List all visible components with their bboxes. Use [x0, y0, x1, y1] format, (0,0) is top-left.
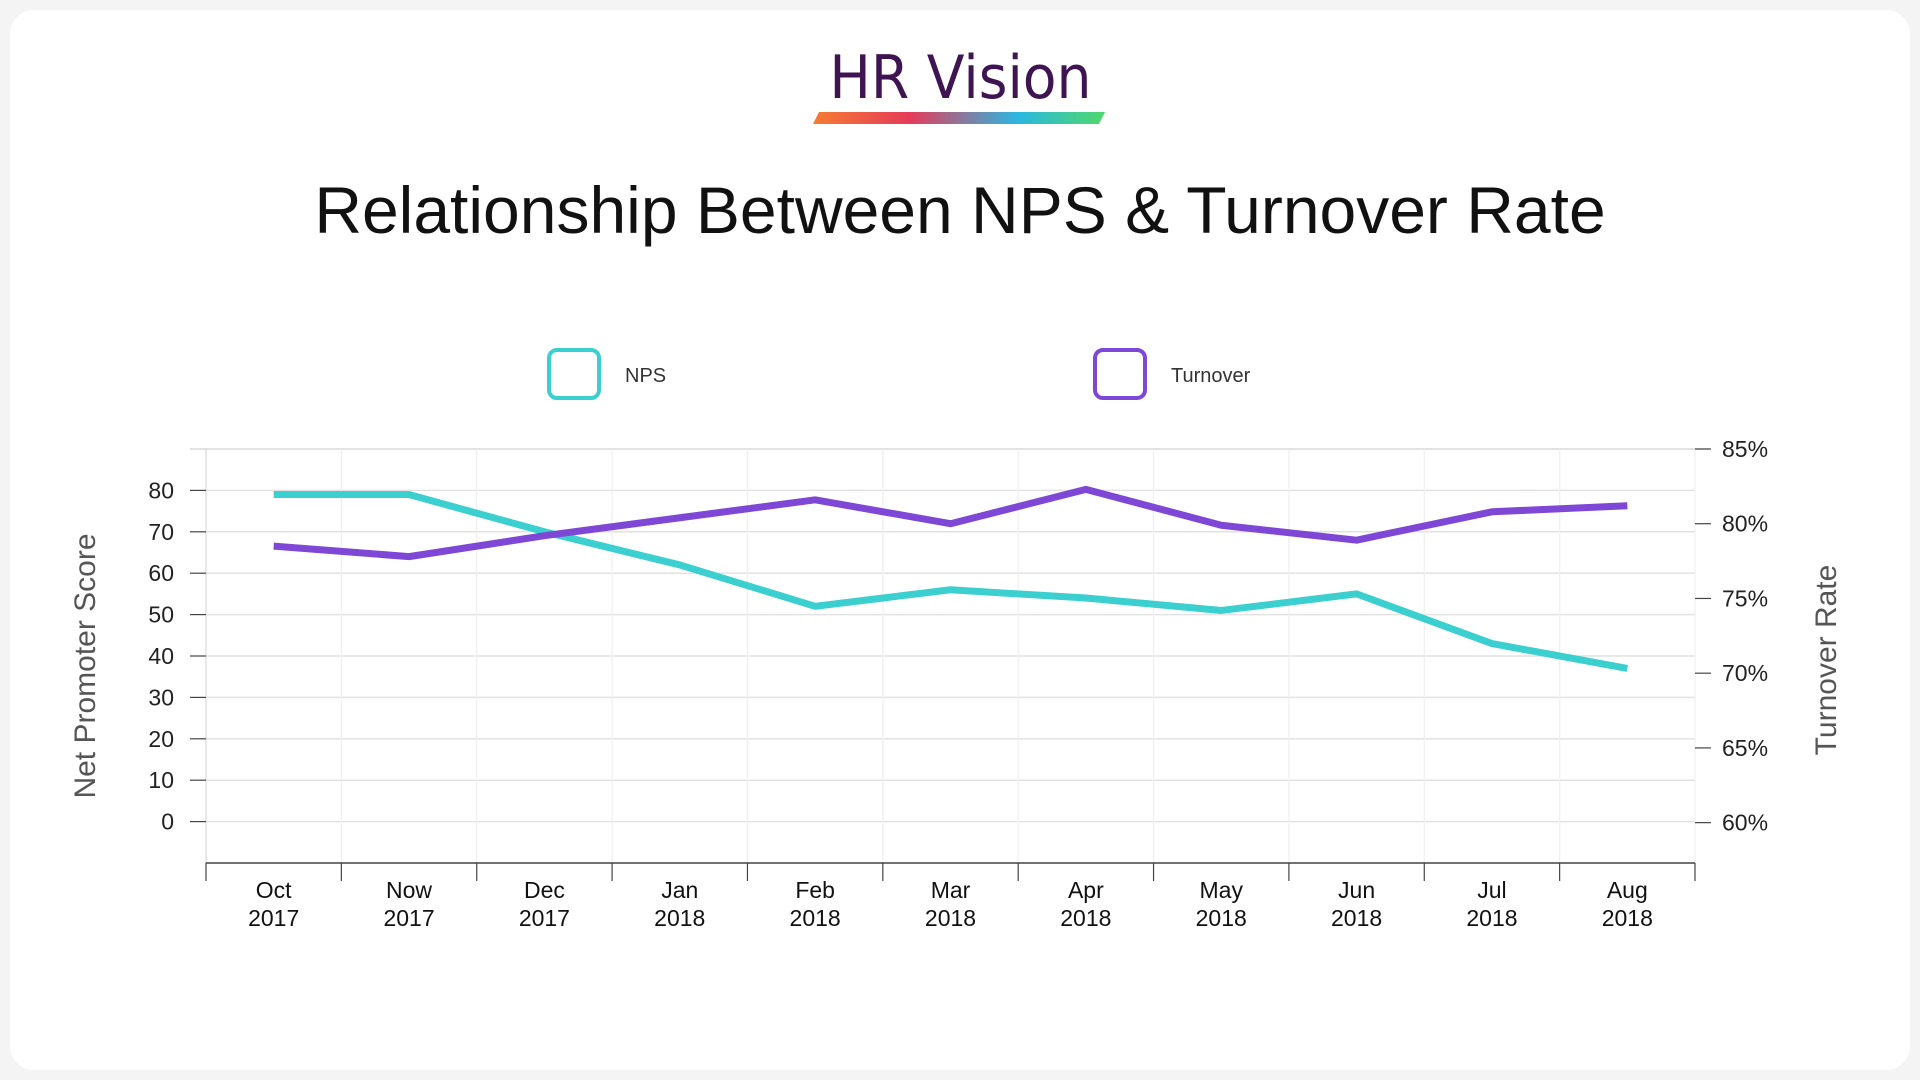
y-left-tick-label: 70 [148, 519, 174, 545]
x-tick-label: Feb 2018 [790, 877, 841, 931]
legend-label-nps: NPS [625, 365, 666, 387]
chart-title: Relationship Between NPS & Turnover Rate [314, 173, 1606, 247]
y-left-tick-label: 50 [148, 602, 174, 628]
brand-underline [813, 112, 1105, 124]
x-tick-label: Aug 2018 [1602, 877, 1653, 931]
legend: NPS Turnover [547, 348, 1251, 400]
x-tick-label: Apr 2018 [1060, 877, 1111, 931]
x-tick-label: Jul 2018 [1466, 877, 1517, 931]
x-tick-label: Now 2017 [383, 877, 434, 931]
y-right-tick-label: 80% [1722, 511, 1768, 537]
card-background [10, 10, 1910, 1070]
x-tick-label: Dec 2017 [519, 877, 570, 931]
legend-swatch-nps [547, 348, 601, 400]
brand-logo: HR Vision [0, 42, 1920, 114]
x-tick-label: Jan 2018 [654, 877, 705, 931]
legend-label-turnover: Turnover [1171, 365, 1251, 387]
y-left-tick-label: 30 [148, 684, 174, 710]
y-axis-left-title: Net Promoter Score [69, 533, 102, 798]
y-right-tick-label: 65% [1722, 735, 1768, 761]
legend-swatch-turnover [1093, 348, 1147, 400]
y-right-tick-label: 60% [1722, 810, 1768, 836]
grid [190, 448, 1711, 863]
y-left-tick-label: 10 [148, 767, 174, 793]
y-right-tick-label: 85% [1722, 436, 1768, 462]
series [273, 485, 1628, 672]
y-left-tick-label: 60 [148, 560, 174, 586]
x-tick-label: Jun 2018 [1331, 877, 1382, 931]
x-tick-label: Mar 2018 [925, 877, 976, 931]
y-left-tick-label: 20 [148, 726, 174, 752]
axes: 0 10 20 30 40 50 60 70 80 60% 65% 70% 75% 80% 85% Oct 20… [148, 436, 1768, 931]
y-left-tick-label: 40 [148, 643, 174, 669]
y-right-tick-label: 70% [1722, 660, 1768, 686]
y-left-tick-label: 0 [161, 809, 174, 835]
y-axis-right-title: Turnover Rate [1810, 565, 1843, 756]
brand-name: HR Vision [828, 43, 1092, 113]
y-left-tick-label: 80 [148, 477, 174, 503]
x-tick-label: Oct 2017 [248, 877, 299, 931]
x-tick-label: May 2018 [1196, 877, 1247, 931]
y-right-tick-label: 75% [1722, 585, 1768, 611]
